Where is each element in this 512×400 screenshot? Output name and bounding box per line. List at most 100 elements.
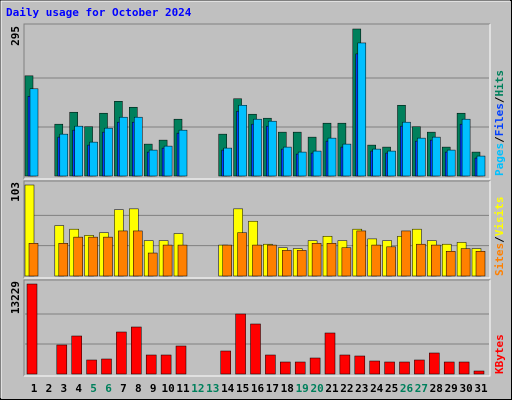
bar [89, 141, 98, 177]
bar [458, 361, 470, 375]
bar [309, 357, 321, 375]
x-tick-label: 21 [325, 382, 339, 395]
bar [29, 88, 39, 177]
bar [357, 42, 367, 177]
x-tick-label: 13 [206, 382, 219, 395]
bar [283, 146, 292, 177]
bar [252, 244, 262, 277]
legend-entry: KBytes [493, 334, 506, 374]
bar [238, 104, 247, 177]
bar [339, 354, 351, 375]
legend: KBytes [493, 334, 506, 374]
bar [265, 354, 276, 375]
bar [103, 236, 113, 277]
y-tick-label: 295 [9, 26, 22, 46]
bar [235, 313, 246, 375]
plot-border-dark [23, 180, 490, 278]
x-tick-label: 12 [191, 382, 204, 395]
bar [475, 251, 486, 277]
bar [268, 120, 277, 177]
bar [148, 149, 158, 177]
bar [414, 359, 425, 375]
bar [145, 354, 157, 375]
bar [356, 230, 367, 277]
bar [429, 352, 440, 375]
bar [220, 350, 231, 375]
bar [399, 361, 410, 375]
legend-entry: Visits [493, 197, 506, 237]
bar [104, 127, 113, 177]
x-tick-label: 19 [296, 382, 309, 395]
legend: Sites/Visits [493, 197, 506, 277]
bar [88, 236, 98, 277]
bar [175, 345, 187, 375]
bar [294, 361, 306, 375]
bar [327, 137, 337, 177]
x-tick-label: 1 [31, 382, 38, 395]
bar [354, 355, 366, 375]
bar [58, 243, 69, 277]
bar [28, 243, 39, 277]
legend-separator: / [493, 236, 506, 243]
x-tick-label: 10 [161, 382, 174, 395]
bar [131, 326, 142, 375]
bar [101, 358, 112, 375]
plot-border-light [24, 181, 491, 279]
bar [311, 243, 322, 277]
bar [250, 323, 261, 375]
bar [178, 129, 188, 177]
x-tick-label: 24 [370, 382, 384, 395]
x-tick-label: 27 [415, 382, 428, 395]
bar [223, 147, 232, 177]
x-tick-label: 31 [474, 382, 488, 395]
bar [74, 125, 83, 177]
x-tick-label: 29 [445, 382, 458, 395]
plot-border-dark [23, 279, 490, 376]
legend-entry: Pages [493, 143, 506, 176]
legend: Pages/Files/Hits [493, 70, 506, 176]
legend-entry: Files [493, 103, 506, 136]
bar [446, 149, 456, 177]
x-tick-label: 8 [135, 382, 142, 395]
x-tick-label: 17 [266, 382, 279, 395]
x-tick-label: 3 [60, 382, 67, 395]
bar [162, 244, 173, 277]
plot-border-light [24, 24, 491, 180]
bar [26, 283, 38, 375]
x-tick-label: 20 [310, 382, 323, 395]
bar [401, 230, 411, 277]
x-tick-label: 26 [400, 382, 414, 395]
bar [253, 118, 262, 177]
bar [443, 361, 455, 375]
bar [431, 244, 441, 277]
bar [280, 361, 291, 375]
plot-border-dark [23, 23, 490, 179]
x-tick-label: 14 [221, 382, 235, 395]
bar [237, 232, 247, 277]
bar [222, 244, 232, 277]
bar [402, 121, 411, 177]
bar [369, 360, 380, 375]
x-tick-label: 28 [430, 382, 443, 395]
x-tick-label: 5 [90, 382, 97, 395]
plot-border-light [24, 280, 491, 377]
bar [267, 244, 277, 277]
x-tick-label: 9 [150, 382, 157, 395]
bar [371, 244, 381, 277]
bar [417, 137, 426, 177]
bar [71, 335, 82, 375]
bar [163, 145, 173, 177]
bar [59, 133, 69, 177]
x-tick-label: 16 [251, 382, 265, 395]
bar [133, 230, 143, 277]
bar [473, 370, 485, 375]
bar [324, 332, 336, 375]
x-tick-label: 4 [75, 382, 82, 395]
legend-separator: / [493, 96, 506, 103]
x-tick-label: 2 [46, 382, 53, 395]
bar [119, 116, 128, 177]
x-tick-label: 11 [176, 382, 190, 395]
bar [460, 248, 471, 277]
